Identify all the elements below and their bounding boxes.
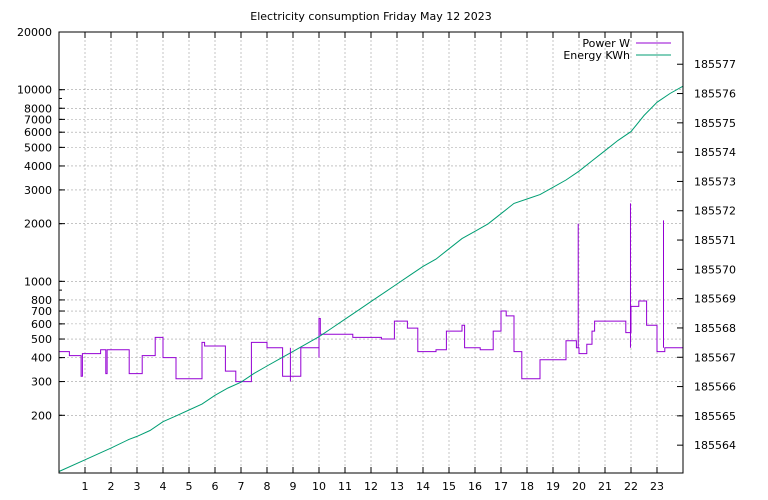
legend-label-energy: Energy KWh bbox=[563, 49, 630, 62]
y2-tick-label: 185577 bbox=[694, 58, 736, 71]
x-tick-label: 15 bbox=[442, 480, 456, 493]
y-tick-label: 4000 bbox=[24, 160, 52, 173]
x-tick-label: 16 bbox=[468, 480, 482, 493]
y-tick-label: 8000 bbox=[24, 102, 52, 115]
legend: Power W Energy KWh bbox=[563, 37, 671, 62]
x-tick-label: 18 bbox=[520, 480, 534, 493]
series-line-energy bbox=[58, 85, 684, 472]
y2-tick-label: 185566 bbox=[694, 381, 736, 394]
x-tick-label: 14 bbox=[416, 480, 430, 493]
y-tick-label: 500 bbox=[31, 333, 52, 346]
plot-frame bbox=[58, 31, 684, 474]
series-line-power bbox=[59, 300, 683, 383]
x-tick-label: 5 bbox=[186, 480, 193, 493]
y2-tick-label: 185565 bbox=[694, 410, 736, 423]
y-tick-label: 400 bbox=[31, 352, 52, 365]
x-tick-label: 20 bbox=[572, 480, 586, 493]
x-tick-label: 13 bbox=[390, 480, 404, 493]
x-tick-label: 17 bbox=[494, 480, 508, 493]
y-tick-label: 10000 bbox=[17, 84, 52, 97]
y2-tick-label: 185570 bbox=[694, 263, 736, 276]
x-tick-label: 23 bbox=[650, 480, 664, 493]
y2-tick-label: 185567 bbox=[694, 351, 736, 364]
y2-tick-label: 185574 bbox=[694, 146, 736, 159]
x-tick-label: 6 bbox=[212, 480, 219, 493]
x-tick-label: 4 bbox=[160, 480, 167, 493]
y-tick-label: 2000 bbox=[24, 218, 52, 231]
y-tick-label: 300 bbox=[31, 376, 52, 389]
y2-tick-label: 185573 bbox=[694, 175, 736, 188]
y-tick-label: 6000 bbox=[24, 126, 52, 139]
y2-tick-label: 185571 bbox=[694, 234, 736, 247]
y-tick-label: 700 bbox=[31, 305, 52, 318]
y-tick-label: 7000 bbox=[24, 113, 52, 126]
x-tick-label: 8 bbox=[264, 480, 271, 493]
x-tick-label: 2 bbox=[108, 480, 115, 493]
x-tick-label: 22 bbox=[624, 480, 638, 493]
x-tick-label: 10 bbox=[312, 480, 326, 493]
y-tick-label: 600 bbox=[31, 318, 52, 331]
x-tick-label: 9 bbox=[290, 480, 297, 493]
x-tick-label: 7 bbox=[238, 480, 245, 493]
y-tick-label: 3000 bbox=[24, 184, 52, 197]
y2-tick-label: 185576 bbox=[694, 88, 736, 101]
y2-tick-label: 185569 bbox=[694, 293, 736, 306]
y2-tick-label: 185568 bbox=[694, 322, 736, 335]
y-tick-label: 1000 bbox=[24, 275, 52, 288]
x-tick-label: 11 bbox=[338, 480, 352, 493]
y-tick-label: 5000 bbox=[24, 141, 52, 154]
y2-tick-label: 185564 bbox=[694, 439, 736, 452]
legend-label-power: Power W bbox=[582, 37, 630, 50]
chart-title: Electricity consumption Friday May 12 20… bbox=[250, 10, 491, 23]
y2-tick-label: 185575 bbox=[694, 117, 736, 130]
x-tick-label: 21 bbox=[598, 480, 612, 493]
y2-tick-label: 185572 bbox=[694, 205, 736, 218]
y-tick-label: 200 bbox=[31, 409, 52, 422]
y-tick-label: 20000 bbox=[17, 26, 52, 39]
y-tick-label: 800 bbox=[31, 294, 52, 307]
axis-layer: 1 2 3 4 5 6 7 8 9 10 11 12 13 14 15 16 17 18 19 20 21 22 23200… bbox=[17, 26, 736, 493]
x-tick-label: 1 bbox=[82, 480, 89, 493]
x-tick-label: 19 bbox=[546, 480, 560, 493]
series-layer bbox=[58, 85, 684, 472]
x-tick-label: 12 bbox=[364, 480, 378, 493]
x-tick-label: 3 bbox=[134, 480, 141, 493]
